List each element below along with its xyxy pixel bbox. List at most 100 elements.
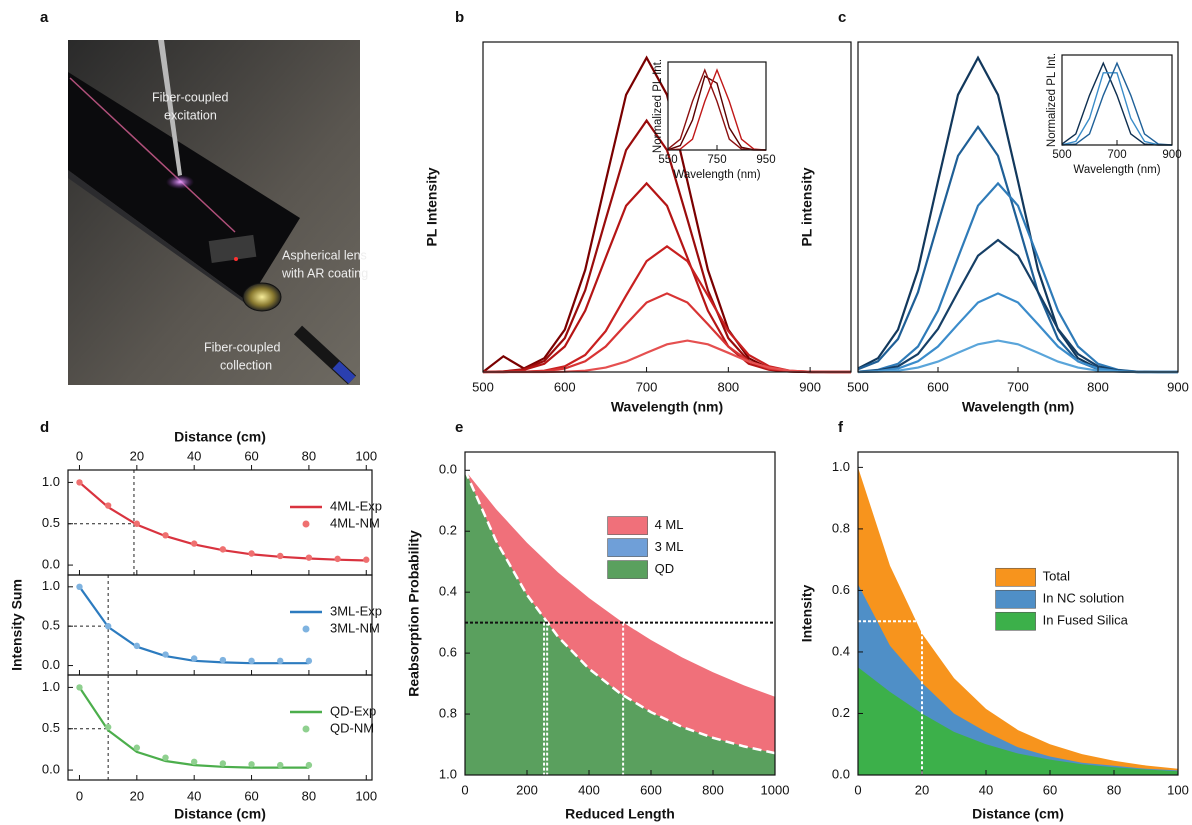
y-tick-label: 1.0	[439, 766, 457, 781]
legend-label: 3ML-Exp	[330, 603, 382, 618]
panel-label: a	[40, 9, 49, 26]
laser-line	[69, 77, 236, 233]
x-tick-label: 950	[756, 154, 775, 166]
slab-edge	[68, 170, 252, 308]
x-axis-label: Wavelength (nm)	[962, 399, 1074, 415]
excitation-glow	[166, 175, 194, 189]
data-point	[162, 532, 169, 539]
y-tick-label: 1.0	[832, 459, 850, 474]
inset-line	[1061, 61, 1173, 146]
y-axis-label: Reabsorption Probability	[406, 530, 422, 697]
x-tick-label: 60	[244, 448, 258, 463]
legend-swatch	[302, 625, 310, 633]
inset-x-label: Wavelength (nm)	[1073, 164, 1160, 176]
aspherical-lens	[242, 282, 282, 312]
x-tick-label: 20	[130, 788, 144, 803]
x-tick-label: 500	[472, 379, 494, 394]
legend-label: QD-Exp	[330, 703, 376, 718]
x-tick-label: 20	[915, 782, 929, 797]
data-point	[133, 642, 141, 650]
x-tick-label: 80	[1107, 782, 1121, 797]
x-tick-label: 100	[355, 448, 377, 463]
area	[858, 467, 1178, 775]
emission-spot	[234, 257, 238, 261]
y-tick-label: 0.5	[42, 515, 60, 530]
annotation: Aspherical lens	[282, 248, 367, 262]
legend-swatch	[607, 516, 648, 535]
y-tick-label: 1.0	[42, 679, 60, 694]
x-tick-label: 700	[636, 379, 658, 394]
x-tick-label: 40	[187, 448, 201, 463]
data-point	[162, 651, 169, 658]
x-tick-label: 0	[76, 788, 83, 803]
x-tick-label: 800	[1087, 379, 1109, 394]
legend-swatch	[607, 538, 648, 557]
data-point	[277, 761, 284, 769]
annotation: collection	[220, 358, 272, 372]
inset-y-label: Normalized PL Int.	[652, 59, 664, 153]
data-point	[76, 479, 83, 486]
y-tick-label: 0.6	[439, 645, 457, 660]
panel-label: e	[455, 419, 463, 436]
y-tick-label: 0.0	[832, 766, 850, 781]
fit-line	[78, 586, 309, 665]
x-tick-label: 500	[1052, 149, 1071, 161]
x-tick-label: 0	[854, 782, 861, 797]
x-tick-label: 700	[1007, 379, 1029, 394]
data-point	[248, 657, 255, 665]
y-tick-label: 0.2	[439, 523, 457, 538]
spectrum-line	[483, 244, 851, 374]
x-axis-label: Distance (cm)	[972, 806, 1064, 822]
data-point	[219, 656, 227, 664]
legend-swatch	[302, 725, 310, 733]
legend-label: 4ML-Exp	[330, 498, 382, 513]
data-point	[305, 554, 313, 561]
annotation: Fiber-coupled	[204, 340, 280, 354]
excitation-fiber	[158, 40, 182, 176]
panel-label: f	[838, 419, 844, 436]
x-tick-label: 900	[1167, 379, 1189, 394]
x-tick-label: 40	[187, 788, 201, 803]
x-axis-label-top: Distance (cm)	[174, 429, 266, 445]
y-axis-label: Intensity Sum	[9, 579, 25, 671]
y-tick-label: 0.4	[439, 584, 457, 599]
slab-window	[208, 234, 257, 263]
panel-label: d	[40, 419, 49, 436]
x-axis-label: Reduced Length	[565, 806, 675, 822]
x-tick-label: 1000	[761, 782, 790, 797]
y-tick-label: 0.8	[439, 705, 457, 720]
legend-label: In NC solution	[1043, 591, 1125, 606]
inset-background	[668, 62, 766, 150]
y-tick-label: 0.2	[832, 705, 850, 720]
x-tick-label: 550	[658, 154, 677, 166]
data-point	[334, 555, 341, 563]
y-tick-label: 0.0	[439, 462, 457, 477]
x-tick-label: 800	[702, 782, 724, 797]
panel-label: c	[838, 9, 846, 26]
x-axis-label: Distance (cm)	[174, 806, 266, 822]
legend-label: 3 ML	[655, 539, 684, 554]
fit-line	[78, 686, 309, 769]
data-point	[190, 540, 198, 547]
data-point	[219, 546, 227, 553]
x-tick-label: 600	[927, 379, 949, 394]
y-tick-label: 0.4	[832, 643, 850, 658]
x-tick-label: 60	[244, 788, 258, 803]
y-axis-label: PL Intensity	[424, 167, 440, 246]
data-point	[133, 744, 141, 751]
curve-outline	[463, 469, 776, 755]
y-tick-label: 0.5	[42, 720, 60, 735]
x-tick-label: 700	[1107, 149, 1126, 161]
data-point	[104, 622, 112, 630]
legend-label: 4 ML	[655, 517, 684, 532]
fiber-tip	[332, 361, 356, 384]
data-point	[219, 760, 227, 767]
data-point	[162, 754, 169, 761]
x-tick-label: 500	[847, 379, 869, 394]
panel-label: b	[455, 9, 464, 26]
x-tick-label: 600	[640, 782, 662, 797]
x-tick-label: 400	[578, 782, 600, 797]
data-point	[133, 520, 141, 527]
legend-label: QD-NM	[330, 720, 374, 735]
